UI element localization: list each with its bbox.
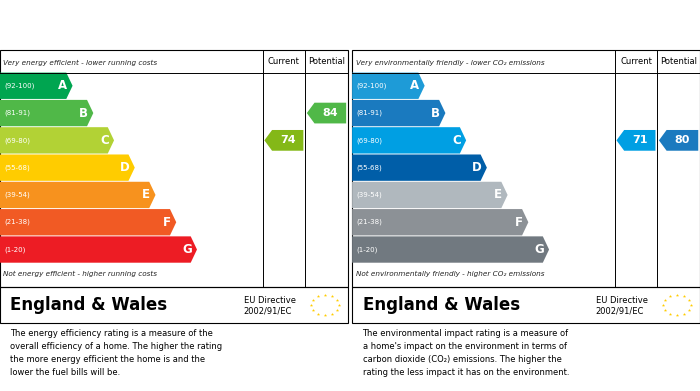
Text: Current: Current	[620, 57, 652, 66]
Polygon shape	[0, 236, 197, 263]
Text: (55-68): (55-68)	[356, 164, 382, 171]
Text: Not environmentally friendly - higher CO₂ emissions: Not environmentally friendly - higher CO…	[356, 271, 544, 277]
Text: (81-91): (81-91)	[356, 110, 382, 116]
Text: B: B	[431, 107, 440, 120]
Polygon shape	[352, 127, 466, 154]
Text: F: F	[162, 216, 171, 229]
Text: (39-54): (39-54)	[4, 192, 30, 198]
Polygon shape	[265, 130, 303, 151]
Text: 71: 71	[632, 135, 648, 145]
Polygon shape	[352, 209, 528, 235]
Text: D: D	[473, 161, 482, 174]
Text: The energy efficiency rating is a measure of the
overall efficiency of a home. T: The energy efficiency rating is a measur…	[10, 329, 223, 377]
Polygon shape	[0, 73, 73, 99]
Text: (55-68): (55-68)	[4, 164, 30, 171]
Text: A: A	[58, 79, 67, 92]
Text: Very environmentally friendly - lower CO₂ emissions: Very environmentally friendly - lower CO…	[356, 60, 544, 66]
Text: (92-100): (92-100)	[4, 83, 34, 89]
Text: Potential: Potential	[308, 57, 345, 66]
Polygon shape	[0, 182, 155, 208]
Text: (1-20): (1-20)	[356, 246, 377, 253]
Polygon shape	[617, 130, 655, 151]
Text: Current: Current	[268, 57, 300, 66]
Polygon shape	[352, 73, 425, 99]
Text: C: C	[100, 134, 108, 147]
Text: (21-38): (21-38)	[356, 219, 382, 226]
Text: (69-80): (69-80)	[356, 137, 382, 143]
Text: Energy Efficiency Rating: Energy Efficiency Rating	[8, 29, 181, 41]
Text: 80: 80	[675, 135, 690, 145]
Text: E: E	[494, 188, 502, 201]
Text: The environmental impact rating is a measure of
a home's impact on the environme: The environmental impact rating is a mea…	[363, 329, 569, 377]
Text: A: A	[410, 79, 419, 92]
Text: (81-91): (81-91)	[4, 110, 30, 116]
Polygon shape	[352, 236, 549, 263]
Text: Potential: Potential	[660, 57, 697, 66]
Polygon shape	[0, 100, 93, 126]
Text: 74: 74	[280, 135, 295, 145]
Text: F: F	[514, 216, 523, 229]
Text: EU Directive: EU Directive	[596, 296, 648, 305]
Text: (69-80): (69-80)	[4, 137, 30, 143]
Text: B: B	[79, 107, 88, 120]
Text: (21-38): (21-38)	[4, 219, 30, 226]
Text: D: D	[120, 161, 130, 174]
Text: EU Directive: EU Directive	[244, 296, 295, 305]
Polygon shape	[0, 127, 114, 154]
Polygon shape	[0, 209, 176, 235]
Polygon shape	[307, 103, 346, 124]
Text: (39-54): (39-54)	[356, 192, 382, 198]
Text: 2002/91/EC: 2002/91/EC	[596, 307, 644, 316]
Text: Not energy efficient - higher running costs: Not energy efficient - higher running co…	[4, 271, 158, 277]
Text: 2002/91/EC: 2002/91/EC	[244, 307, 292, 316]
Text: G: G	[535, 243, 544, 256]
Text: Environmental Impact (CO₂) Rating: Environmental Impact (CO₂) Rating	[360, 29, 607, 41]
Text: Very energy efficient - lower running costs: Very energy efficient - lower running co…	[4, 60, 158, 66]
Text: England & Wales: England & Wales	[363, 296, 519, 314]
Text: C: C	[452, 134, 461, 147]
Polygon shape	[352, 154, 487, 181]
Polygon shape	[352, 100, 445, 126]
Text: E: E	[142, 188, 150, 201]
Text: 84: 84	[323, 108, 338, 118]
Text: (1-20): (1-20)	[4, 246, 25, 253]
Text: England & Wales: England & Wales	[10, 296, 167, 314]
Text: G: G	[183, 243, 192, 256]
Polygon shape	[659, 130, 699, 151]
Polygon shape	[352, 182, 508, 208]
Text: (92-100): (92-100)	[356, 83, 386, 89]
Polygon shape	[0, 154, 135, 181]
